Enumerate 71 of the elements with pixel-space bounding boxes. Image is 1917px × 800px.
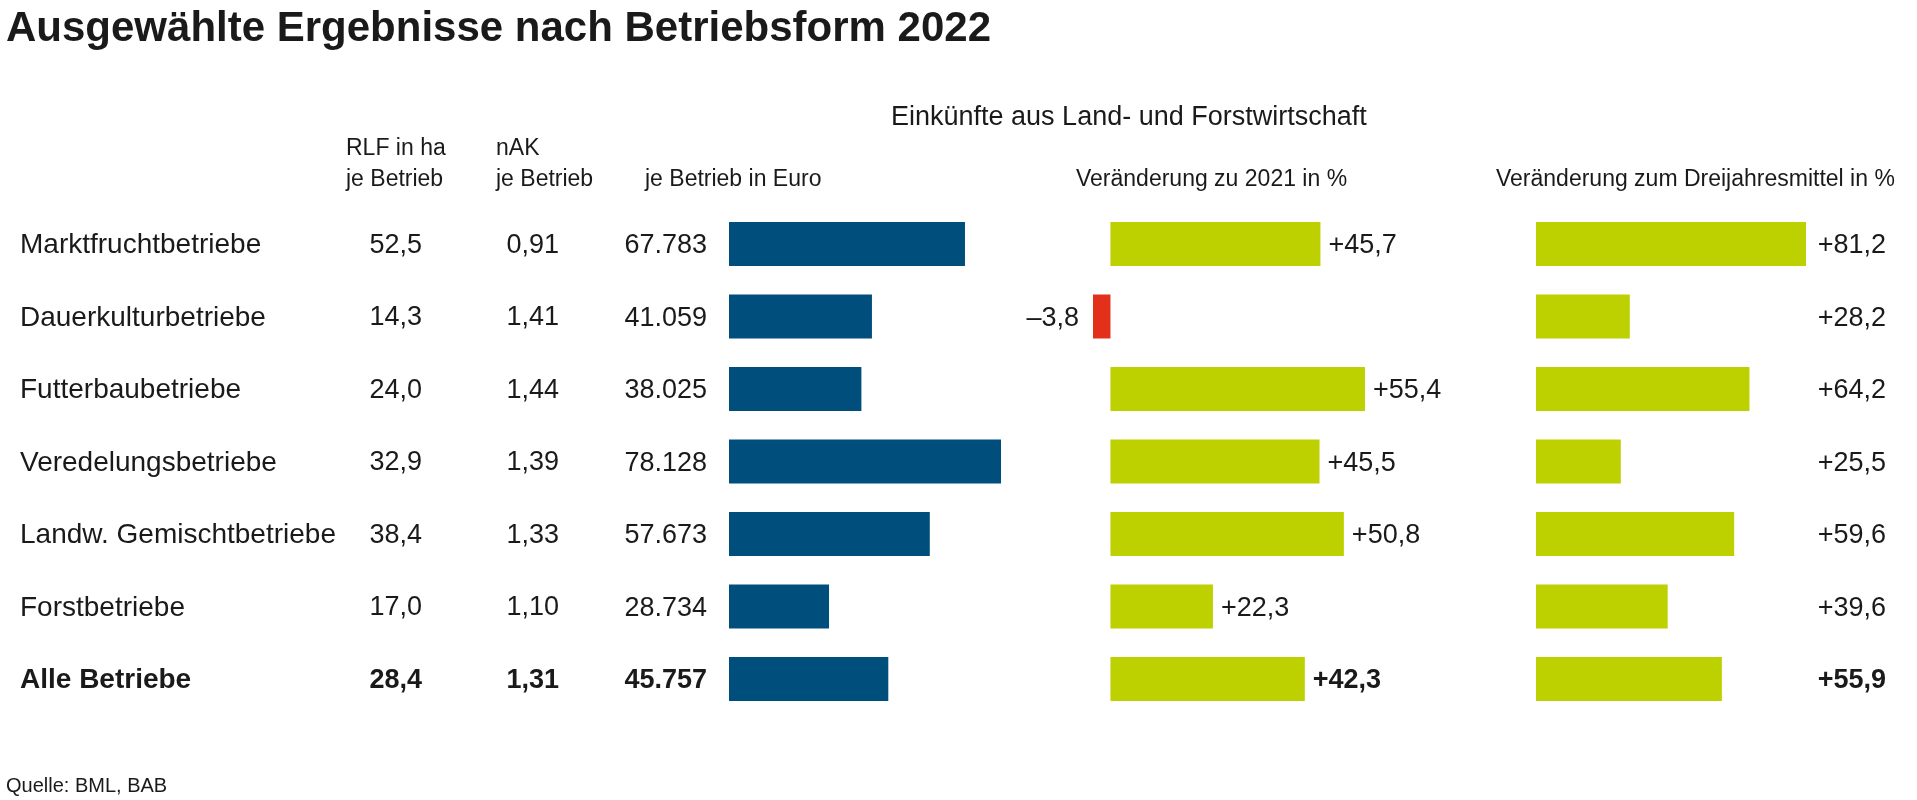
bar (729, 657, 889, 701)
bar (1536, 439, 1621, 484)
bar (1110, 657, 1305, 701)
data-label: 67.783 (624, 229, 707, 259)
bar (1536, 367, 1750, 411)
y-tick-label: Marktfruchtbetriebe (20, 228, 262, 261)
data-label: 38,4 (369, 518, 422, 550)
bar (1536, 657, 1722, 701)
bar (729, 512, 930, 556)
source-note: Quelle: BML, BAB (6, 773, 168, 797)
data-label: 32,9 (369, 446, 422, 478)
y-tick-label: Veredelungsbetriebe (20, 445, 277, 478)
bar (1536, 512, 1735, 556)
data-label: +45,5 (1327, 446, 1396, 477)
bar (1536, 584, 1668, 629)
data-label: 41.059 (624, 301, 707, 332)
data-label: 1,31 (506, 663, 559, 695)
data-label: +39,6 (1817, 591, 1886, 622)
data-label: 45.757 (624, 664, 707, 694)
y-tick-label: Forstbetriebe (20, 590, 185, 623)
data-label: 28.734 (624, 591, 707, 622)
data-label: 24,0 (369, 373, 422, 405)
data-label: 1,39 (506, 446, 559, 478)
data-label: 28,4 (369, 663, 422, 695)
bar (1093, 294, 1111, 339)
x-tick-label: nAK je Betrieb (496, 132, 594, 193)
chart-subtitle: je Betrieb in Euro (645, 164, 822, 192)
bar (729, 222, 965, 266)
data-label: 57.673 (624, 519, 707, 549)
chart-title: Veränderung zum Dreijahresmittel in % (1496, 164, 1895, 192)
data-label: 17,0 (369, 591, 422, 623)
bar (729, 294, 872, 339)
data-label: +55,4 (1373, 374, 1442, 404)
bar (1536, 222, 1806, 266)
data-label: 1,44 (506, 373, 559, 405)
data-label: +59,6 (1817, 519, 1886, 549)
data-label: 1,41 (506, 301, 559, 333)
bar (1536, 294, 1630, 339)
x-tick-label: RLF in ha je Betrieb (346, 132, 446, 193)
data-label: 38.025 (624, 374, 707, 404)
bar (1110, 584, 1213, 629)
data-label: 14,3 (369, 301, 422, 333)
data-label: +28,2 (1817, 301, 1886, 332)
data-label: +55,9 (1817, 664, 1886, 694)
bar (1110, 222, 1321, 266)
data-label: +81,2 (1817, 229, 1886, 259)
y-tick-label: Futterbaubetriebe (20, 373, 242, 406)
data-label: 78.128 (624, 446, 707, 477)
data-label: 52,5 (369, 228, 422, 260)
data-label: –3,8 (1026, 301, 1079, 332)
data-label: +25,5 (1817, 446, 1886, 477)
bar (729, 439, 1001, 484)
data-label: +64,2 (1817, 374, 1886, 404)
text: Einkünfte aus Land- und Forstwirtschaft (891, 101, 1367, 133)
data-label: +22,3 (1220, 591, 1290, 622)
data-label: +50,8 (1351, 519, 1421, 549)
chart-title: Ausgewählte Ergebnisse nach Betriebsform 2022 (6, 2, 992, 52)
data-label: 1,33 (506, 518, 559, 550)
data-label: +42,3 (1312, 664, 1382, 694)
bar (729, 367, 862, 411)
data-label: +45,7 (1328, 229, 1397, 259)
y-tick-label: Landw. Gemischtbetriebe (20, 518, 336, 551)
data-label: 1,10 (506, 591, 559, 623)
bar (1110, 512, 1344, 556)
bar (1110, 367, 1365, 411)
bar (729, 584, 830, 629)
y-tick-label: Dauerkulturbetriebe (20, 300, 266, 333)
data-label: 0,91 (506, 228, 559, 260)
bar (1110, 439, 1320, 484)
chart-title: Veränderung zu 2021 in % (1076, 164, 1348, 192)
y-tick-label: Alle Betriebe (20, 663, 192, 696)
